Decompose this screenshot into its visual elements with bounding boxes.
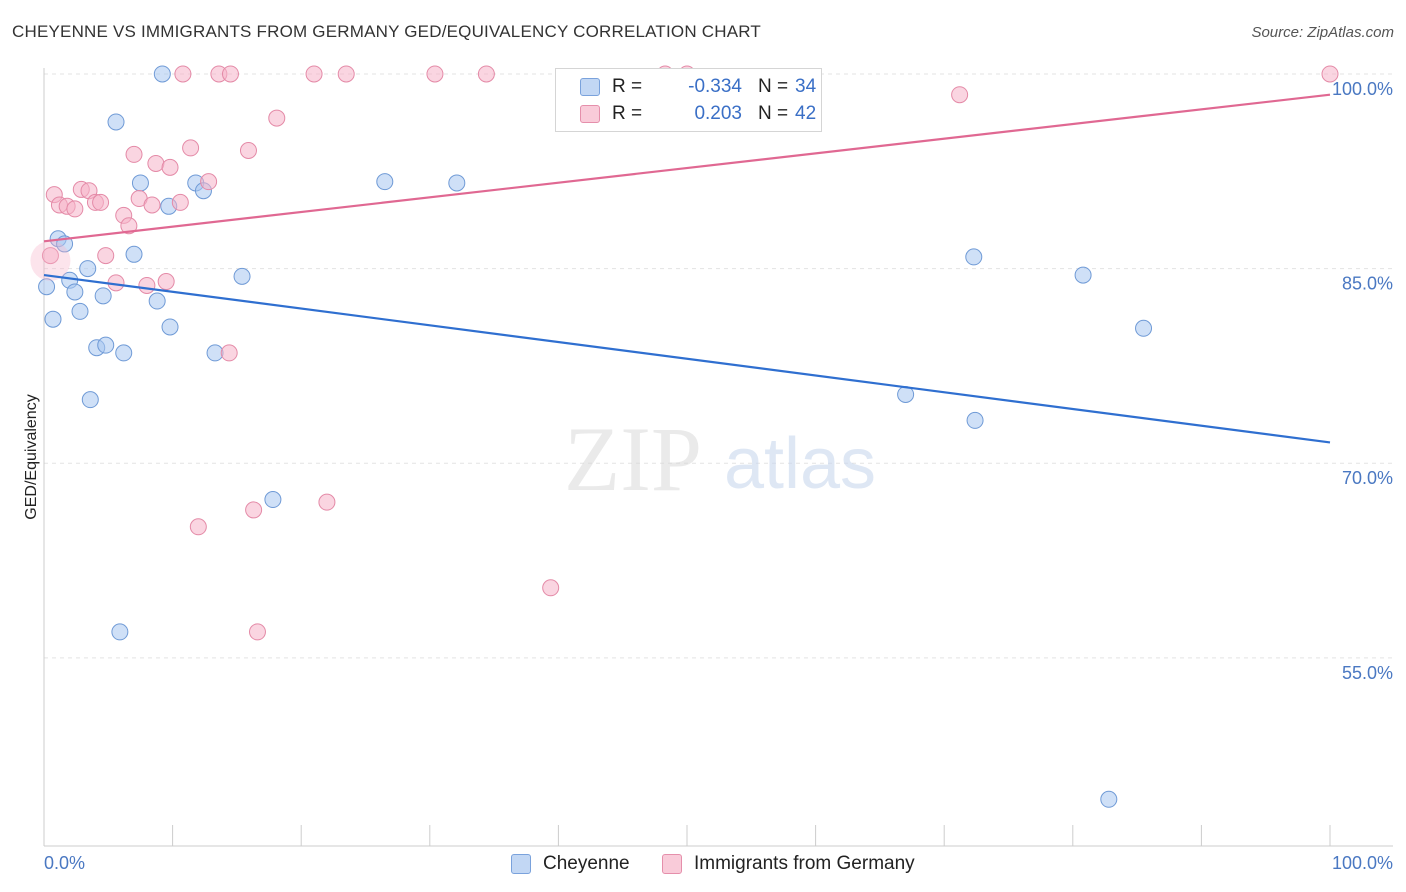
- legend-r-label: R =: [612, 103, 643, 124]
- y-tick-label: 70.0%: [1342, 468, 1393, 488]
- trend-line-cheyenne: [43, 273, 1331, 444]
- watermark-zip: ZIP: [564, 408, 702, 510]
- legend-r-value: -0.334: [688, 76, 742, 97]
- legend-r-label: R =: [612, 76, 643, 97]
- point-cheyenne: [81, 391, 99, 409]
- point-germany: [92, 193, 110, 211]
- series-legend: Cheyenne Immigrants from Germany: [0, 852, 1406, 878]
- point-cheyenne: [966, 411, 984, 429]
- point-germany: [161, 158, 179, 176]
- legend-n-label: N =: [758, 76, 789, 97]
- watermark-atlas: atlas: [724, 424, 876, 504]
- point-germany-cluster: [30, 240, 71, 281]
- point-germany: [337, 65, 355, 83]
- point-cheyenne: [66, 283, 84, 301]
- point-germany: [125, 145, 143, 163]
- legend-n-label: N =: [758, 103, 789, 124]
- point-germany: [120, 217, 138, 235]
- point-cheyenne: [1135, 319, 1153, 337]
- point-cheyenne: [131, 174, 149, 192]
- y-tick-label: 85.0%: [1342, 274, 1393, 294]
- y-tick-label: 100.0%: [1332, 79, 1393, 99]
- chart-title: CHEYENNE VS IMMIGRANTS FROM GERMANY GED/…: [12, 22, 761, 41]
- point-germany: [171, 193, 189, 211]
- legend-n-value: 34: [795, 76, 817, 97]
- point-cheyenne: [111, 623, 129, 641]
- point-cheyenne: [44, 310, 62, 328]
- gridlines: [44, 73, 1393, 659]
- point-cheyenne: [448, 174, 466, 192]
- point-germany: [189, 518, 207, 536]
- x-tick-label-min: 0.0%: [44, 853, 85, 873]
- point-cheyenne: [148, 292, 166, 310]
- point-germany: [174, 65, 192, 83]
- point-germany: [182, 139, 200, 157]
- point-germany: [248, 623, 266, 641]
- legend-swatch-germany: [580, 105, 600, 123]
- point-germany: [97, 247, 115, 265]
- x-tick-label-max: 100.0%: [1332, 853, 1393, 873]
- point-germany: [245, 501, 263, 519]
- point-cheyenne: [38, 278, 56, 296]
- point-cheyenne: [264, 491, 282, 509]
- point-germany: [157, 273, 175, 291]
- point-germany: [138, 276, 156, 294]
- point-germany: [477, 65, 495, 83]
- point-germany: [220, 344, 238, 362]
- point-germany: [41, 247, 59, 265]
- point-cheyenne: [107, 113, 125, 131]
- source-credit: Source: ZipAtlas.com: [1251, 24, 1394, 41]
- point-cheyenne: [206, 344, 224, 362]
- point-cheyenne: [125, 245, 143, 263]
- legend-r-value: 0.203: [694, 103, 742, 124]
- legend-n-value: 42: [795, 103, 817, 124]
- point-cheyenne: [71, 302, 89, 320]
- point-cheyenne: [233, 267, 251, 285]
- y-axis-label: GED/Equivalency: [23, 394, 40, 519]
- point-germany: [268, 109, 286, 127]
- point-cheyenne: [1100, 790, 1118, 808]
- point-cheyenne: [79, 260, 97, 278]
- point-germany: [426, 65, 444, 83]
- point-germany: [200, 173, 218, 191]
- point-germany: [221, 65, 239, 83]
- point-cheyenne: [153, 65, 171, 83]
- point-germany: [66, 200, 84, 218]
- legend-swatch-germany: [662, 854, 682, 874]
- point-cheyenne: [97, 336, 115, 354]
- point-germany: [318, 493, 336, 511]
- legend-swatch-cheyenne: [511, 854, 531, 874]
- trend-line-germany: [43, 93, 1331, 243]
- point-cheyenne: [965, 248, 983, 266]
- legend-label-germany: Immigrants from Germany: [694, 853, 915, 874]
- point-cheyenne: [94, 287, 112, 305]
- legend-swatch-cheyenne: [580, 78, 600, 96]
- point-cheyenne: [115, 344, 133, 362]
- point-cheyenne: [376, 173, 394, 191]
- legend-label-cheyenne: Cheyenne: [543, 853, 630, 874]
- point-germany: [542, 579, 560, 597]
- point-germany: [305, 65, 323, 83]
- point-germany: [951, 86, 969, 104]
- y-tick-label: 55.0%: [1342, 663, 1393, 683]
- point-cheyenne: [161, 318, 179, 336]
- point-germany: [1321, 65, 1339, 83]
- correlation-legend: R = -0.334 N = 34 R = 0.203 N = 42: [555, 68, 822, 132]
- point-germany: [147, 154, 165, 172]
- point-germany: [239, 142, 257, 160]
- axes: [43, 68, 1393, 847]
- point-cheyenne: [1074, 266, 1092, 284]
- point-germany: [143, 196, 161, 214]
